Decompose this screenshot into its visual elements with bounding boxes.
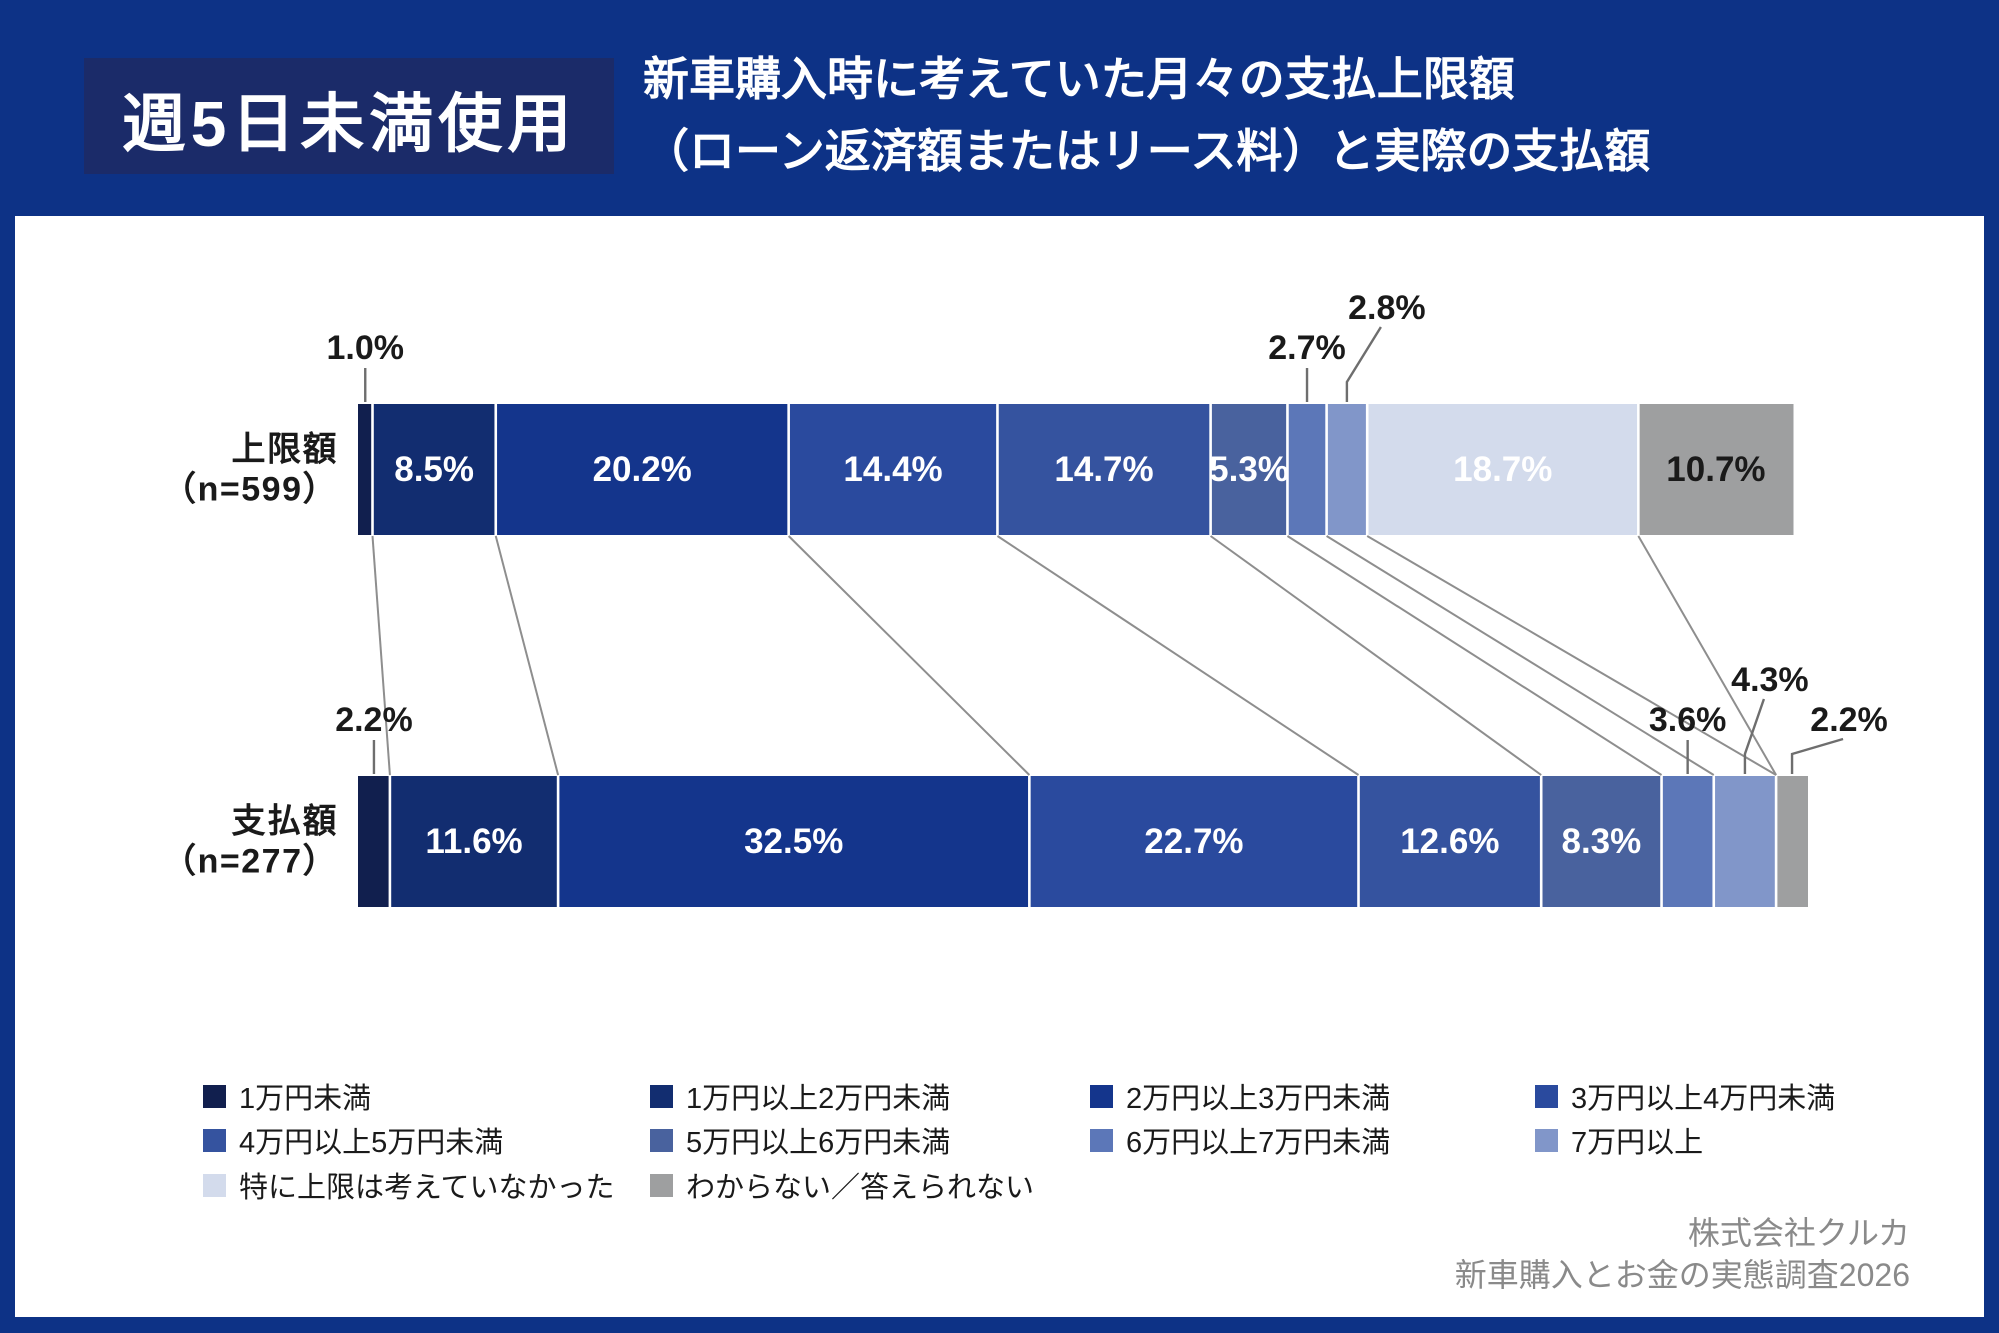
source-credit: 株式会社クルカ 新車購入とお金の実態調査2026: [1455, 1212, 1910, 1296]
outside-value-label: 2.2%: [1810, 701, 1888, 739]
chart-title-line1: 新車購入時に考えていた月々の支払上限額: [643, 53, 1515, 105]
segment-value-label: 12.6%: [1400, 822, 1499, 861]
connector-line: [1326, 535, 1715, 776]
bar-segment: [372, 404, 496, 535]
segment-value-label: 20.2%: [593, 450, 692, 489]
legend-swatch: [203, 1173, 226, 1197]
connector-line: [1286, 535, 1663, 776]
legend-item: 3万円以上4万円未満: [1535, 1075, 1835, 1117]
segment-value-label: 18.7%: [1453, 450, 1552, 489]
legend-item: 6万円以上7万円未満: [1090, 1119, 1390, 1161]
bar-segment: [1713, 776, 1777, 907]
chart-title-line2: （ローン返済額またはリース料）と実際の支払額: [643, 125, 1651, 177]
segment-value-label: 14.7%: [1054, 450, 1153, 489]
legend-label: 3万円以上4万円未満: [1571, 1083, 1836, 1115]
bar-segment: [1287, 404, 1327, 535]
connector-line: [1210, 535, 1542, 776]
segment-value-label: 22.7%: [1144, 822, 1243, 861]
bar-segment: [1029, 776, 1359, 907]
legend-label: 1万円未満: [239, 1083, 372, 1115]
legend-item: 5万円以上6万円未満: [650, 1119, 950, 1161]
legend-swatch: [650, 1173, 673, 1197]
legend-item: わからない／答えられない: [650, 1164, 1034, 1206]
segment-value-label: 32.5%: [744, 822, 843, 861]
bar-segment: [1661, 776, 1714, 907]
label-leader-line: [1790, 737, 1844, 774]
connector-line: [1637, 535, 1777, 776]
bar-segment: [358, 776, 390, 907]
bar-segment: [1541, 776, 1662, 907]
legend-item: 1万円未満: [203, 1075, 371, 1117]
series-name-label: 上限額: [232, 431, 339, 469]
series-n-label: （n=277）: [162, 842, 338, 881]
legend-label: 2万円以上3万円未満: [1126, 1083, 1391, 1115]
connector-line: [494, 535, 560, 776]
segment-value-label: 8.3%: [1561, 822, 1641, 861]
chart-panel: [15, 216, 1984, 1317]
usage-segment-badge-label: 週5日未満使用: [121, 88, 577, 160]
legend-label: 7万円以上: [1571, 1127, 1704, 1159]
outside-value-label: 3.6%: [1649, 701, 1727, 739]
chart-title: 新車購入時に考えていた月々の支払上限額 （ローン返済額またはリース料）と実際の支…: [643, 43, 1650, 187]
legend-swatch: [1535, 1084, 1558, 1108]
bar-segment: [1210, 404, 1288, 535]
source-credit-company: 株式会社クルカ: [1687, 1215, 1910, 1251]
bar-segment: [1638, 404, 1794, 535]
usage-segment-badge: 週5日未満使用: [84, 58, 614, 174]
connector-line: [371, 535, 391, 776]
legend-swatch: [203, 1084, 226, 1108]
segment-value-label: 10.7%: [1666, 450, 1765, 489]
outside-value-label: 2.8%: [1348, 289, 1426, 327]
series-name-label: 支払額: [232, 803, 339, 841]
connector-line: [1366, 535, 1777, 776]
connector-line: [787, 535, 1031, 776]
legend-label: 5万円以上6万円未満: [686, 1127, 951, 1159]
legend-item: 7万円以上: [1535, 1119, 1703, 1161]
outside-value-label: 4.3%: [1731, 661, 1809, 699]
segment-value-label: 11.6%: [425, 822, 522, 861]
segment-value-label: 14.4%: [843, 450, 942, 489]
legend-swatch: [1090, 1084, 1113, 1108]
bar-segment: [1326, 404, 1368, 535]
segment-value-label: 5.3%: [1209, 450, 1289, 489]
legend-label: 6万円以上7万円未満: [1126, 1127, 1391, 1159]
legend-item: 特に上限は考えていなかった: [203, 1164, 615, 1206]
outside-value-label: 2.7%: [1268, 329, 1346, 367]
legend-label: 1万円以上2万円未満: [686, 1083, 951, 1115]
segment-value-label: 8.5%: [394, 450, 474, 489]
series-n-label: （n=599）: [162, 470, 338, 509]
legend-label: わからない／答えられない: [686, 1172, 1035, 1204]
bar-segment: [389, 776, 559, 907]
bar-segment: [495, 404, 789, 535]
bar-segment: [1367, 404, 1639, 535]
bar-segment: [358, 404, 373, 535]
bar-segment: [558, 776, 1030, 907]
outside-value-label: 2.2%: [335, 701, 413, 739]
legend-swatch: [650, 1084, 673, 1108]
legend-swatch: [203, 1128, 226, 1152]
legend-item: 1万円以上2万円未満: [650, 1075, 950, 1117]
legend-item: 4万円以上5万円未満: [203, 1119, 503, 1161]
bar-segment: [788, 404, 998, 535]
outside-value-label: 1.0%: [327, 329, 405, 367]
legend-swatch: [1535, 1128, 1558, 1152]
legend-label: 特に上限は考えていなかった: [239, 1172, 615, 1204]
legend-swatch: [1090, 1128, 1113, 1152]
legend-swatch: [650, 1128, 673, 1152]
legend-label: 4万円以上5万円未満: [239, 1127, 504, 1159]
connector-line: [996, 535, 1360, 776]
bar-segment: [997, 404, 1211, 535]
legend-item: 2万円以上3万円未満: [1090, 1075, 1390, 1117]
label-leader-line: [1743, 698, 1766, 774]
bar-segment: [1776, 776, 1808, 907]
bar-segment: [1358, 776, 1542, 907]
source-credit-survey: 新車購入とお金の実態調査2026: [1454, 1257, 1910, 1293]
label-leader-line: [1345, 326, 1382, 402]
